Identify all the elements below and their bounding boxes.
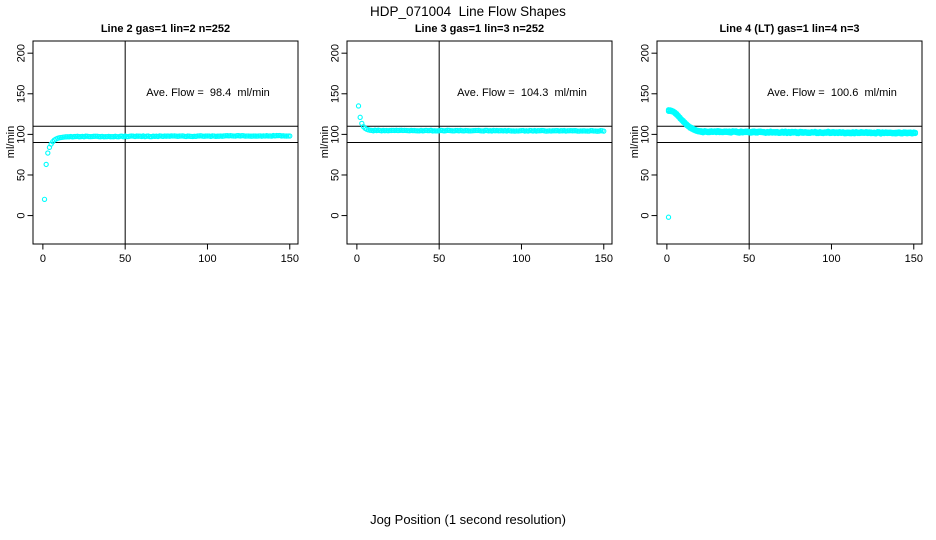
ave-flow-annotation: Ave. Flow = 98.4 ml/min	[146, 87, 270, 99]
ave-flow-annotation: Ave. Flow = 104.3 ml/min	[457, 87, 587, 99]
y-tick-label: 200	[640, 44, 652, 62]
y-tick-label: 150	[640, 85, 652, 103]
y-tick-label: 150	[330, 85, 342, 103]
data-points-series	[665, 107, 919, 220]
panel-title: Line 2 gas=1 lin=2 n=252	[100, 23, 231, 35]
figure-title: HDP_071004 Line Flow Shapes	[370, 4, 566, 19]
y-tick-label: 100	[16, 125, 28, 143]
plot-area: 0 50 100 150 0 50 100 150 200	[640, 40, 923, 265]
x-tick-label: 0	[354, 253, 360, 265]
y-tick-label: 0	[640, 213, 652, 219]
y-tick-label: 50	[330, 169, 342, 181]
x-tick-label: 0	[664, 253, 670, 265]
x-tick-label: 150	[595, 253, 613, 265]
data-point	[102, 133, 109, 140]
data-point	[204, 133, 211, 139]
data-point	[425, 127, 431, 134]
y-tick-label: 50	[640, 169, 652, 181]
x-tick-label: 0	[40, 253, 46, 265]
x-axis-label: Jog Position (1 second resolution)	[370, 512, 566, 527]
data-point	[452, 127, 459, 134]
y-tick-label: 200	[16, 44, 28, 62]
plot-area: 0 50 100 150 0 50 100 150 200	[330, 40, 613, 265]
panel-line-3: Line 3 gas=1 lin=3 n=252 ml/min Ave. Flo…	[314, 20, 620, 272]
plot-border	[32, 40, 299, 245]
data-points-series	[41, 132, 293, 202]
y-tick-label: 50	[16, 169, 28, 181]
data-points-series	[355, 103, 607, 134]
data-point	[287, 133, 293, 139]
data-point	[482, 127, 488, 134]
data-point	[912, 130, 919, 137]
x-tick-label: 100	[512, 253, 530, 265]
data-point	[591, 128, 597, 134]
x-tick-label: 150	[905, 253, 923, 265]
data-point	[285, 133, 291, 139]
data-point	[571, 128, 577, 134]
data-point	[601, 128, 607, 134]
panel-line-4: Line 4 (LT) gas=1 lin=4 n=3 ml/min Ave. …	[624, 20, 930, 272]
plot-border	[346, 40, 613, 245]
data-point	[43, 161, 49, 168]
data-point	[886, 130, 892, 137]
panel-title: Line 4 (LT) gas=1 lin=4 n=3	[719, 23, 860, 35]
panel-line-2: Line 2 gas=1 lin=2 n=252 ml/min Ave. Flo…	[0, 20, 306, 272]
plot-area: 0 50 100 150 0 50 100 150 200	[16, 40, 299, 265]
data-point	[355, 103, 362, 109]
x-tick-label: 150	[281, 253, 299, 265]
plot-border	[656, 40, 923, 245]
x-tick-label: 50	[743, 253, 755, 265]
y-tick-label: 0	[16, 213, 28, 219]
y-tick-label: 150	[16, 85, 28, 103]
x-tick-label: 100	[198, 253, 216, 265]
outlier-point	[665, 214, 672, 220]
x-tick-label: 50	[433, 253, 445, 265]
data-point	[357, 114, 363, 120]
ave-flow-annotation: Ave. Flow = 100.6 ml/min	[767, 87, 897, 99]
data-point	[41, 196, 48, 202]
y-tick-label: 100	[640, 125, 652, 143]
data-point	[92, 133, 99, 139]
data-point	[45, 150, 51, 156]
panel-title: Line 3 gas=1 lin=3 n=252	[414, 23, 545, 35]
x-tick-label: 100	[822, 253, 840, 265]
x-tick-label: 50	[119, 253, 131, 265]
y-tick-label: 200	[330, 44, 342, 62]
y-tick-label: 0	[330, 213, 342, 219]
y-tick-label: 100	[330, 125, 342, 143]
